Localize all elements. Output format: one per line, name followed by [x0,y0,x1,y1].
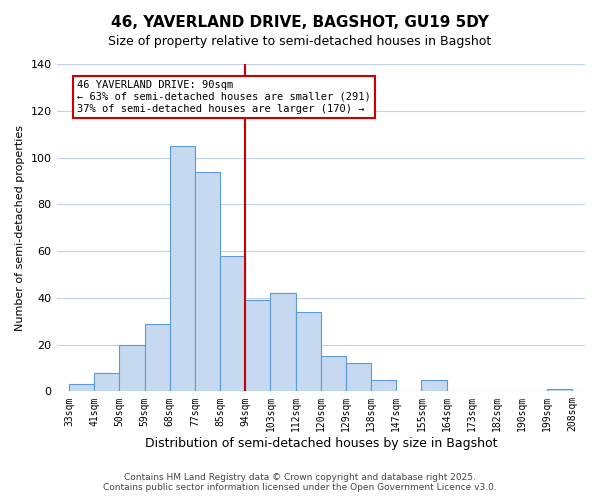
Bar [321,356,346,392]
Bar [220,256,245,392]
Bar [69,384,94,392]
Bar [245,300,271,392]
Bar [195,172,220,392]
Bar [145,324,170,392]
Text: 46, YAVERLAND DRIVE, BAGSHOT, GU19 5DY: 46, YAVERLAND DRIVE, BAGSHOT, GU19 5DY [111,15,489,30]
Text: Contains HM Land Registry data © Crown copyright and database right 2025.
Contai: Contains HM Land Registry data © Crown c… [103,473,497,492]
Bar [170,146,195,392]
Bar [346,364,371,392]
Bar [271,293,296,392]
Bar [94,372,119,392]
X-axis label: Distribution of semi-detached houses by size in Bagshot: Distribution of semi-detached houses by … [145,437,497,450]
Text: 46 YAVERLAND DRIVE: 90sqm
← 63% of semi-detached houses are smaller (291)
37% of: 46 YAVERLAND DRIVE: 90sqm ← 63% of semi-… [77,80,370,114]
Bar [421,380,446,392]
Bar [547,389,572,392]
Text: Size of property relative to semi-detached houses in Bagshot: Size of property relative to semi-detach… [109,35,491,48]
Bar [371,380,396,392]
Bar [296,312,321,392]
Bar [119,344,145,392]
Y-axis label: Number of semi-detached properties: Number of semi-detached properties [15,124,25,330]
